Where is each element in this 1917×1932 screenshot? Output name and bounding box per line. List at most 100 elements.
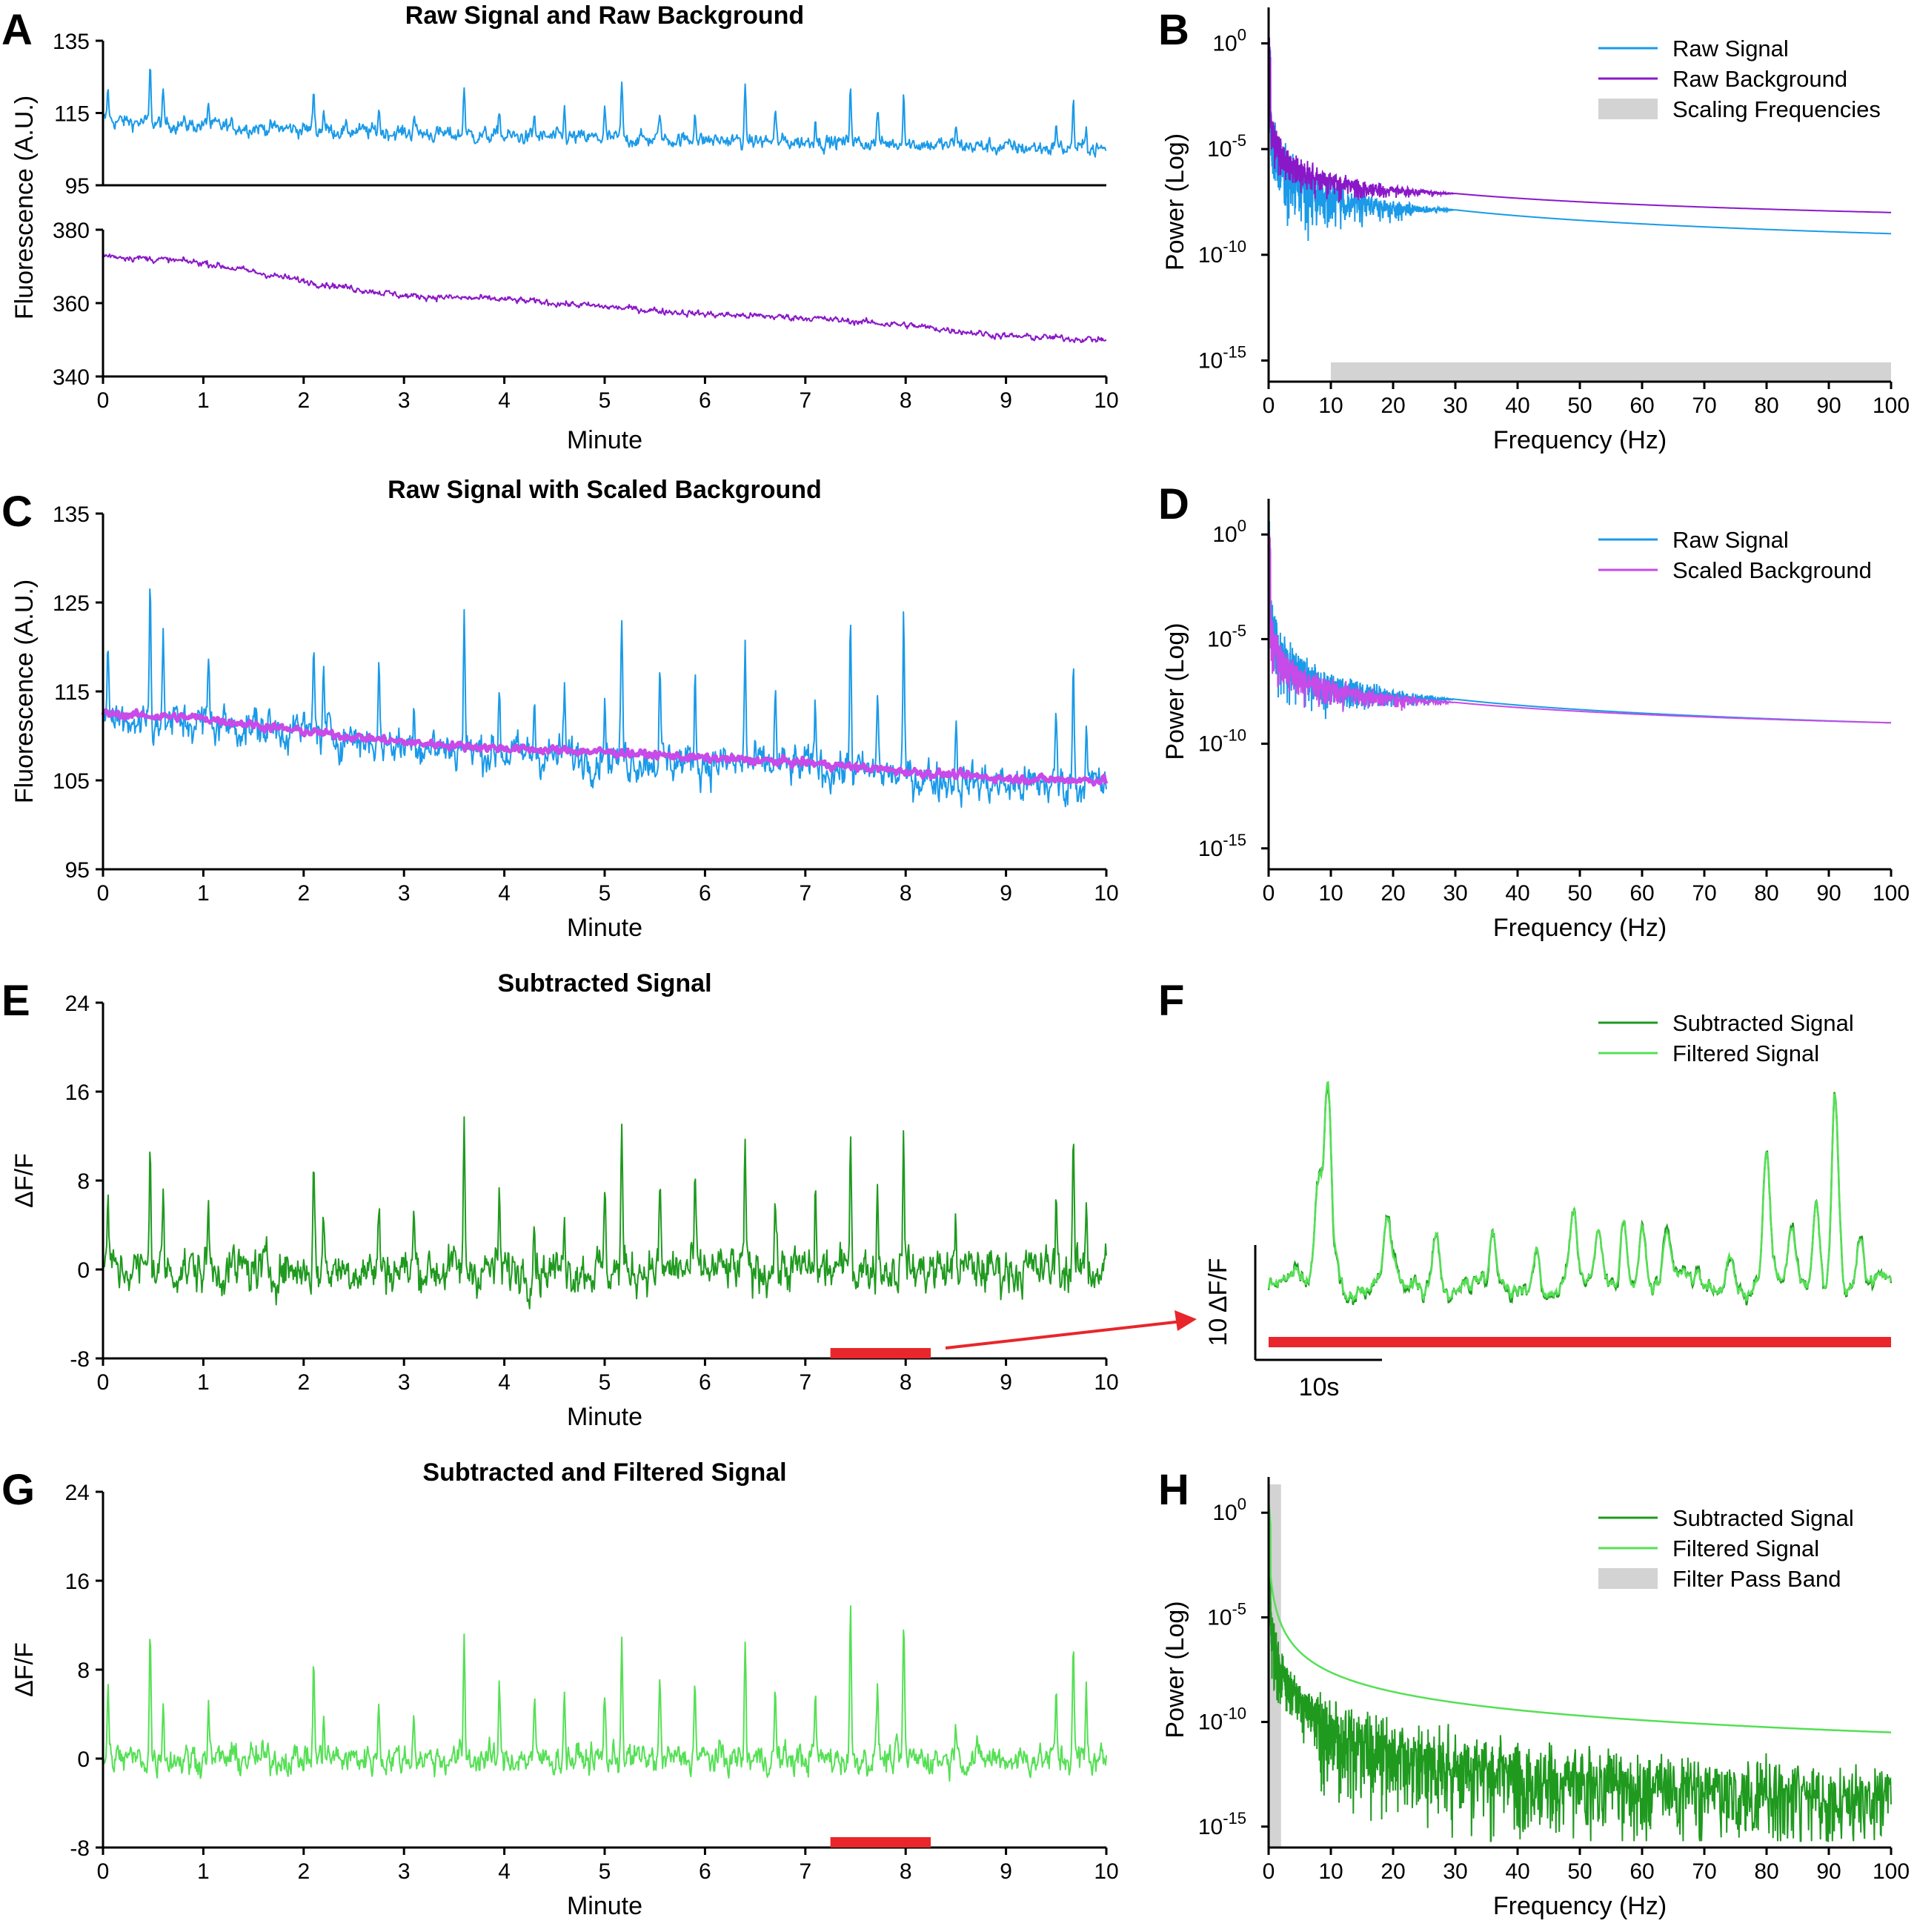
panel-e-trace-0 bbox=[102, 1116, 1107, 1309]
tick-exponent: -15 bbox=[1223, 1809, 1246, 1828]
panel-c: C Raw Signal with Scaled Background951051… bbox=[1, 476, 1119, 942]
panel-h-x-tick-label: 40 bbox=[1505, 1859, 1529, 1884]
zoom-arrow-line bbox=[945, 1320, 1183, 1350]
panel-c-x-tick-label: 0 bbox=[97, 881, 110, 906]
panel-h-y-label: Power (Log) bbox=[1161, 1601, 1189, 1738]
panel-d-y-tick-label: 10-15 bbox=[1198, 831, 1246, 861]
panel-b-x-tick-label: 20 bbox=[1381, 394, 1405, 418]
panel-e-x-tick-label: 7 bbox=[799, 1370, 811, 1395]
panel-e-x-tick-label: 3 bbox=[398, 1370, 411, 1395]
panel-g: G Subtracted and Filtered Signal-80816240… bbox=[1, 1458, 1119, 1920]
tick-exponent: 0 bbox=[1237, 517, 1246, 535]
panel-e-x-tick-label: 9 bbox=[1000, 1370, 1012, 1395]
panel-h-legend-swatch bbox=[1598, 1568, 1658, 1589]
panel-c-x-tick-label: 10 bbox=[1094, 881, 1118, 906]
panel-a-x-tick-label: 7 bbox=[799, 388, 811, 413]
panel-f-scalebar-x-label: 10s bbox=[1299, 1373, 1340, 1401]
panel-h-legend-label: Filter Pass Band bbox=[1672, 1566, 1841, 1592]
panel-a-x-tick-label: 4 bbox=[498, 388, 511, 413]
panel-a-x-tick-label: 10 bbox=[1094, 388, 1118, 413]
panel-c-x-tick-label: 6 bbox=[699, 881, 711, 906]
panel-d-x-tick-label: 70 bbox=[1692, 881, 1716, 906]
panel-d-legend-label: Scaled Background bbox=[1672, 557, 1872, 583]
panel-c-trace-0 bbox=[102, 588, 1107, 809]
panel-d-panel-letter: D bbox=[1158, 480, 1189, 528]
tick-exponent: -5 bbox=[1232, 1599, 1246, 1618]
panel-c-x-tick-label: 8 bbox=[900, 881, 912, 906]
panel-e-x-tick-label: 2 bbox=[297, 1370, 310, 1395]
tick-exponent: -10 bbox=[1223, 726, 1246, 745]
tick-base: 10 bbox=[1198, 732, 1223, 757]
panel-c-x-tick-label: 4 bbox=[498, 881, 511, 906]
panel-a-x-tick-label: 1 bbox=[197, 388, 210, 413]
panel-c-x-tick-label: 1 bbox=[197, 881, 210, 906]
panel-c-trace-1 bbox=[101, 708, 1109, 787]
panel-a-y-label: Fluorescence (A.U.) bbox=[10, 96, 39, 319]
tick-exponent: 0 bbox=[1237, 26, 1246, 44]
panel-e-y-tick-label: 16 bbox=[65, 1080, 90, 1105]
panel-b-x-tick-label: 50 bbox=[1567, 394, 1592, 418]
panel-e-y-label: ΔF/F bbox=[10, 1153, 39, 1208]
panel-g-y-label: ΔF/F bbox=[10, 1642, 39, 1697]
panel-b-series-0 bbox=[1268, 19, 1891, 242]
panel-e-y-tick-label: 0 bbox=[77, 1258, 90, 1283]
panel-d-x-label: Frequency (Hz) bbox=[1493, 914, 1667, 942]
panel-d-y-tick-label: 100 bbox=[1212, 517, 1246, 547]
panel-a-top-y-tick-label: 135 bbox=[53, 30, 90, 54]
panel-h-series-0 bbox=[1268, 1497, 1892, 1842]
panel-a-top-y-tick-label: 115 bbox=[54, 102, 90, 127]
panel-b-y-label: Power (Log) bbox=[1161, 133, 1189, 270]
panel-e: E Subtracted Signal -8 0 8 16 24 0 1 2 3 4 5 6 7 8 9 10 Mi… bbox=[1, 969, 1197, 1431]
panel-f-legend-label: Filtered Signal bbox=[1672, 1040, 1819, 1066]
panel-g-highlight-bar bbox=[830, 1837, 931, 1848]
panel-c-x-tick-label: 3 bbox=[398, 881, 411, 906]
tick-exponent: -15 bbox=[1223, 831, 1246, 849]
panel-b-legend-label: Raw Background bbox=[1672, 66, 1847, 92]
panel-f-filtered-trace bbox=[1267, 1080, 1893, 1303]
panel-e-x-tick-label: 4 bbox=[498, 1370, 511, 1395]
panel-a-x-tick-label: 9 bbox=[1000, 388, 1012, 413]
panel-c-x-tick-label: 5 bbox=[599, 881, 611, 906]
panel-h-x-tick-label: 100 bbox=[1873, 1859, 1910, 1884]
panel-a-x-tick-label: 2 bbox=[297, 388, 310, 413]
panel-a-bottom-y-tick-label: 360 bbox=[53, 292, 90, 316]
panel-b-x-tick-label: 90 bbox=[1816, 394, 1841, 418]
panel-h-panel-letter: H bbox=[1158, 1466, 1189, 1514]
panel-h-y-tick-label: 10-15 bbox=[1198, 1809, 1246, 1839]
panel-d-x-tick-label: 30 bbox=[1443, 881, 1467, 906]
panel-b-x-label: Frequency (Hz) bbox=[1493, 426, 1667, 454]
panel-d-x-tick-label: 100 bbox=[1873, 881, 1910, 906]
tick-exponent: -10 bbox=[1223, 237, 1246, 256]
panel-a-panel-letter: A bbox=[1, 6, 33, 54]
tick-exponent: -5 bbox=[1232, 621, 1246, 640]
panel-d-x-tick-label: 10 bbox=[1318, 881, 1343, 906]
tick-base: 10 bbox=[1212, 1501, 1237, 1525]
panel-b-x-tick-label: 40 bbox=[1505, 394, 1529, 418]
panel-b-y-tick-label: 100 bbox=[1212, 26, 1246, 56]
panel-g-y-tick-label: 16 bbox=[65, 1570, 90, 1594]
panel-b-panel-letter: B bbox=[1158, 6, 1189, 54]
panel-g-y-tick-label: 24 bbox=[65, 1481, 90, 1505]
panel-b-x-tick-label: 70 bbox=[1692, 394, 1716, 418]
panel-d-x-tick-label: 20 bbox=[1381, 881, 1405, 906]
tick-base: 10 bbox=[1198, 243, 1223, 268]
panel-b-y-tick-label: 10-5 bbox=[1207, 131, 1246, 162]
tick-base: 10 bbox=[1207, 137, 1232, 162]
panel-a-top-y-tick-label: 95 bbox=[65, 174, 90, 199]
panel-e-x-label: Minute bbox=[567, 1403, 642, 1431]
panel-h-y-tick-label: 10-10 bbox=[1198, 1704, 1246, 1735]
panel-f: F 10 ΔF/F 10s Subtracted Signal Filtered Sig… bbox=[1158, 977, 1893, 1401]
panel-h-x-tick-label: 10 bbox=[1318, 1859, 1343, 1884]
panel-h-x-tick-label: 50 bbox=[1567, 1859, 1592, 1884]
tick-exponent: -15 bbox=[1223, 342, 1246, 361]
panel-b-x-tick-label: 80 bbox=[1754, 394, 1778, 418]
panel-b-x-tick-label: 0 bbox=[1263, 394, 1275, 418]
panel-b-x-tick-label: 10 bbox=[1318, 394, 1343, 418]
panel-c-y-label: Fluorescence (A.U.) bbox=[10, 580, 39, 803]
panel-b-x-tick-label: 60 bbox=[1629, 394, 1654, 418]
panel-c-y-tick-label: 125 bbox=[53, 591, 90, 616]
panel-c-y-tick-label: 135 bbox=[53, 502, 90, 527]
panel-g-x-tick-label: 6 bbox=[699, 1859, 711, 1884]
panel-b-y-tick-label: 10-10 bbox=[1198, 237, 1246, 268]
